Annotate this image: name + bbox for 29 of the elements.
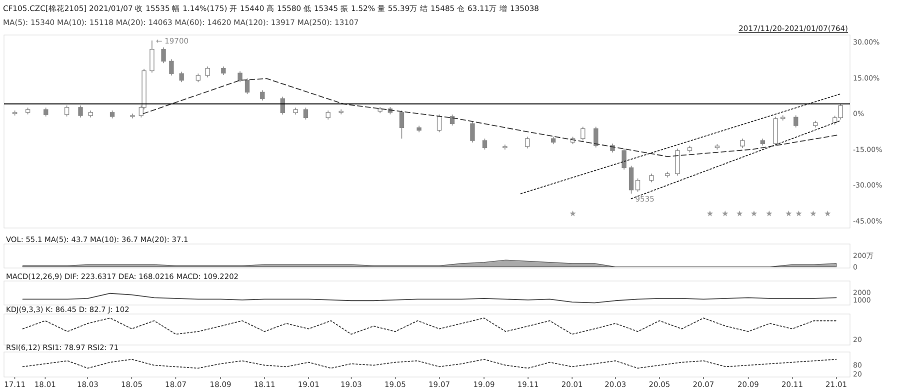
- candlestick: [635, 178, 640, 192]
- candlestick: [303, 107, 308, 120]
- candlestick: [64, 105, 70, 117]
- line-series: [22, 358, 837, 369]
- candlestick: [238, 70, 242, 83]
- candlestick: [244, 78, 250, 94]
- candlestick: [524, 136, 530, 149]
- line-series: [22, 292, 837, 304]
- candlestick: [161, 46, 166, 64]
- candlestick: [260, 90, 265, 101]
- candlestick: [436, 114, 442, 133]
- candlestick: [205, 66, 210, 78]
- candlestick: [450, 114, 455, 126]
- candlestick: [169, 58, 174, 76]
- candlestick: [399, 110, 404, 140]
- line-series: [142, 78, 838, 157]
- candlestick: [580, 126, 586, 141]
- candlestick: [594, 126, 598, 148]
- candlestick: [78, 105, 83, 118]
- candlestick: [326, 110, 330, 120]
- candlestick: [794, 114, 798, 128]
- candlestick: [470, 121, 475, 143]
- candlestick: [622, 148, 626, 170]
- candlestick: [740, 138, 745, 148]
- candlestick: [150, 40, 154, 74]
- candlestick: [179, 71, 184, 83]
- candlestick: [675, 148, 680, 176]
- candlestick: [482, 138, 488, 150]
- candlestick: [628, 165, 634, 194]
